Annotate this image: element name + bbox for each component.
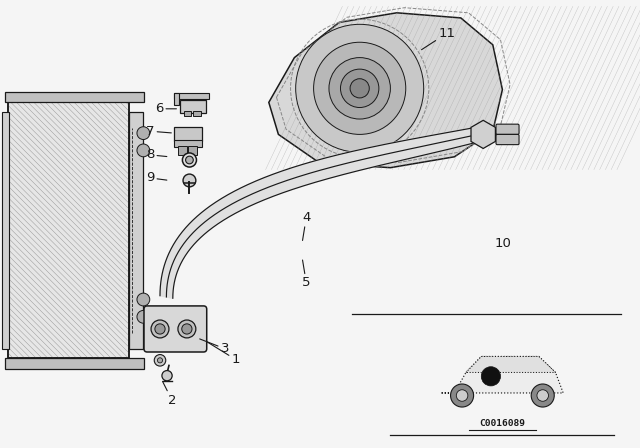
- Bar: [174, 94, 209, 99]
- Bar: [174, 94, 179, 105]
- Circle shape: [481, 367, 500, 386]
- Text: 11: 11: [422, 27, 456, 50]
- Polygon shape: [269, 13, 502, 168]
- Text: 9: 9: [146, 172, 167, 185]
- Polygon shape: [466, 357, 556, 372]
- Bar: [5, 358, 144, 369]
- Circle shape: [154, 354, 166, 366]
- Circle shape: [340, 69, 379, 108]
- Circle shape: [329, 58, 390, 119]
- Text: 6: 6: [155, 102, 177, 115]
- Circle shape: [456, 390, 468, 401]
- Bar: [184, 112, 191, 116]
- Text: 5: 5: [302, 260, 310, 289]
- Bar: [178, 146, 187, 155]
- Circle shape: [151, 320, 169, 338]
- Circle shape: [182, 324, 192, 334]
- Bar: [2, 112, 9, 349]
- Circle shape: [155, 324, 165, 334]
- Text: 8: 8: [146, 148, 167, 161]
- Circle shape: [137, 293, 150, 306]
- Circle shape: [178, 320, 196, 338]
- Bar: [193, 112, 201, 116]
- Text: C0016089: C0016089: [479, 419, 525, 428]
- Bar: [188, 146, 197, 155]
- Circle shape: [182, 153, 196, 167]
- Circle shape: [531, 384, 554, 407]
- Bar: [5, 92, 144, 103]
- Bar: [174, 127, 202, 141]
- FancyBboxPatch shape: [496, 124, 519, 134]
- Text: 1: 1: [207, 342, 240, 366]
- Bar: [8, 103, 129, 358]
- Circle shape: [137, 144, 150, 157]
- Text: 10: 10: [494, 237, 511, 250]
- Text: 2: 2: [163, 381, 176, 406]
- Circle shape: [162, 370, 172, 381]
- Circle shape: [314, 42, 406, 134]
- Bar: [8, 103, 129, 358]
- Text: 4: 4: [302, 211, 310, 241]
- Circle shape: [350, 79, 369, 98]
- Circle shape: [537, 390, 548, 401]
- Circle shape: [137, 310, 150, 323]
- Circle shape: [296, 24, 424, 152]
- Text: 3: 3: [200, 339, 229, 355]
- Circle shape: [451, 384, 474, 407]
- Bar: [180, 100, 206, 113]
- Polygon shape: [471, 121, 495, 148]
- Polygon shape: [160, 128, 472, 298]
- Circle shape: [157, 358, 163, 363]
- Bar: [129, 112, 143, 349]
- Circle shape: [472, 123, 495, 146]
- FancyBboxPatch shape: [144, 306, 207, 352]
- Polygon shape: [442, 357, 563, 393]
- Bar: [174, 139, 202, 147]
- Circle shape: [137, 127, 150, 139]
- Circle shape: [183, 174, 196, 187]
- Text: 7: 7: [146, 125, 172, 138]
- Circle shape: [186, 156, 193, 164]
- FancyBboxPatch shape: [496, 134, 519, 145]
